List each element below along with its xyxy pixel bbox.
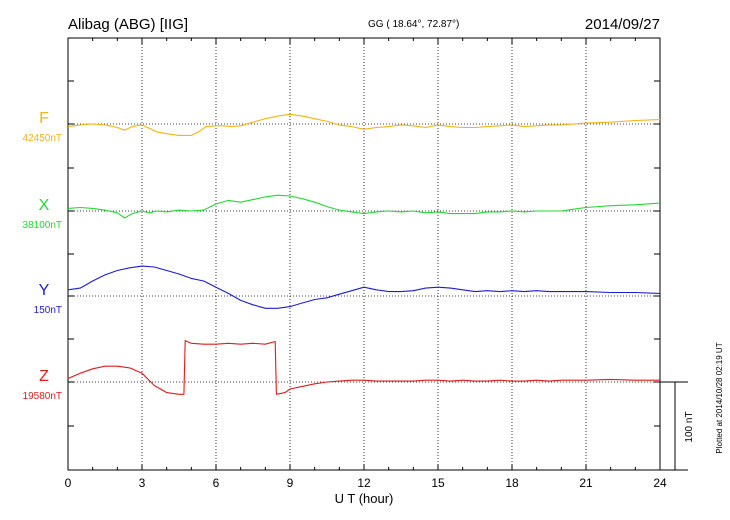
date-label: 2014/09/27 [585, 16, 660, 33]
x-tick-label: 24 [653, 476, 667, 490]
coordinates-label: GG ( 18.64°, 72.87°) [368, 19, 459, 30]
series-labels: F 42450nT X 38100nT Y 150nT Z 19580nT [23, 110, 62, 402]
series-line-y [67, 265, 661, 309]
x-tick-label: 15 [431, 476, 445, 490]
scale-bar: 100 nT [660, 381, 695, 471]
series-line-z [67, 340, 660, 395]
series-line-f [67, 113, 661, 136]
series-name-y: Y [39, 282, 50, 299]
x-tick-label: 18 [505, 476, 519, 490]
x-tick-label: 6 [213, 476, 220, 490]
x-tick-label: 0 [65, 476, 72, 490]
plotted-at-label: Plotted at 2014/10/28 02:19 UT [715, 342, 724, 453]
x-axis-label: U T (hour) [335, 491, 394, 506]
series-baseline-value-f: 42450nT [23, 133, 62, 144]
x-tick-label: 21 [579, 476, 593, 490]
series-line-x [67, 194, 661, 219]
series-baseline-value-x: 38100nT [23, 220, 62, 231]
grid [141, 38, 587, 470]
station-title: Alibag (ABG) [IIG] [68, 16, 188, 33]
series-name-f: F [39, 110, 49, 127]
x-tick-label: 3 [139, 476, 146, 490]
x-tick-label: 12 [357, 476, 371, 490]
series-baseline-value-z: 19580nT [23, 391, 62, 402]
series-lines [67, 113, 661, 395]
series-baselines [68, 123, 660, 383]
x-tick-label: 9 [287, 476, 294, 490]
x-tick-labels: 0 3 6 9 12 15 18 21 24 [65, 476, 667, 490]
series-baseline-value-y: 150nT [34, 305, 62, 316]
series-name-x: X [39, 197, 50, 214]
series-name-z: Z [39, 368, 49, 385]
scale-bar-label: 100 nT [684, 411, 695, 442]
